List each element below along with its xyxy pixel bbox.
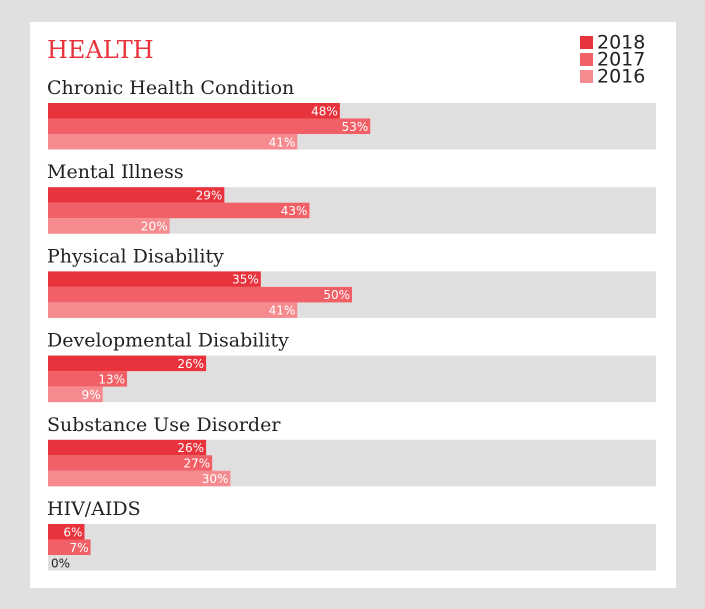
bar: [48, 103, 340, 119]
bar: [48, 455, 213, 471]
value-label: 29%: [196, 188, 223, 202]
bar: [48, 271, 261, 287]
bar: [48, 218, 170, 234]
chart-title: HEALTH: [47, 36, 154, 64]
bar: [48, 202, 310, 219]
track: [48, 524, 656, 571]
legend-label: 2016: [597, 66, 645, 88]
bar: [48, 302, 298, 318]
value-label: 30%: [202, 472, 229, 486]
bar: [48, 386, 103, 403]
value-label: 13%: [98, 372, 125, 386]
value-label: 53%: [342, 120, 369, 134]
bar: [48, 539, 91, 555]
value-label: 0%: [51, 556, 70, 570]
category-label: Mental Illness: [47, 161, 184, 183]
category-label: HIV/AIDS: [47, 498, 141, 520]
category-label: Physical Disability: [47, 245, 224, 267]
bar: [48, 371, 128, 387]
bar: [48, 187, 225, 203]
value-label: 26%: [177, 441, 204, 455]
value-label: 7%: [70, 541, 89, 555]
category-label: Developmental Disability: [47, 330, 289, 352]
legend-swatch: [580, 53, 593, 66]
bar: [48, 355, 207, 372]
legend-swatch: [580, 36, 593, 49]
value-label: 27%: [183, 457, 210, 471]
bar: [48, 134, 298, 150]
value-label: 9%: [82, 388, 101, 402]
legend-swatch: [580, 70, 593, 83]
value-label: 50%: [323, 288, 350, 302]
bar: [48, 470, 231, 487]
legend-label: 2018: [597, 32, 645, 54]
value-label: 20%: [141, 219, 168, 233]
value-label: 43%: [281, 204, 308, 218]
value-label: 26%: [177, 357, 204, 371]
category-label: Substance Use Disorder: [47, 414, 281, 436]
bar: [48, 439, 207, 456]
value-label: 48%: [311, 104, 338, 118]
category-label: Chronic Health Condition: [47, 77, 294, 99]
bar: [48, 118, 371, 134]
bar: [48, 524, 85, 540]
value-label: 41%: [269, 135, 296, 149]
value-label: 41%: [269, 304, 296, 318]
value-label: 6%: [63, 525, 82, 539]
legend-label: 2017: [597, 49, 645, 71]
value-label: 35%: [232, 273, 259, 287]
bar: [48, 286, 352, 303]
